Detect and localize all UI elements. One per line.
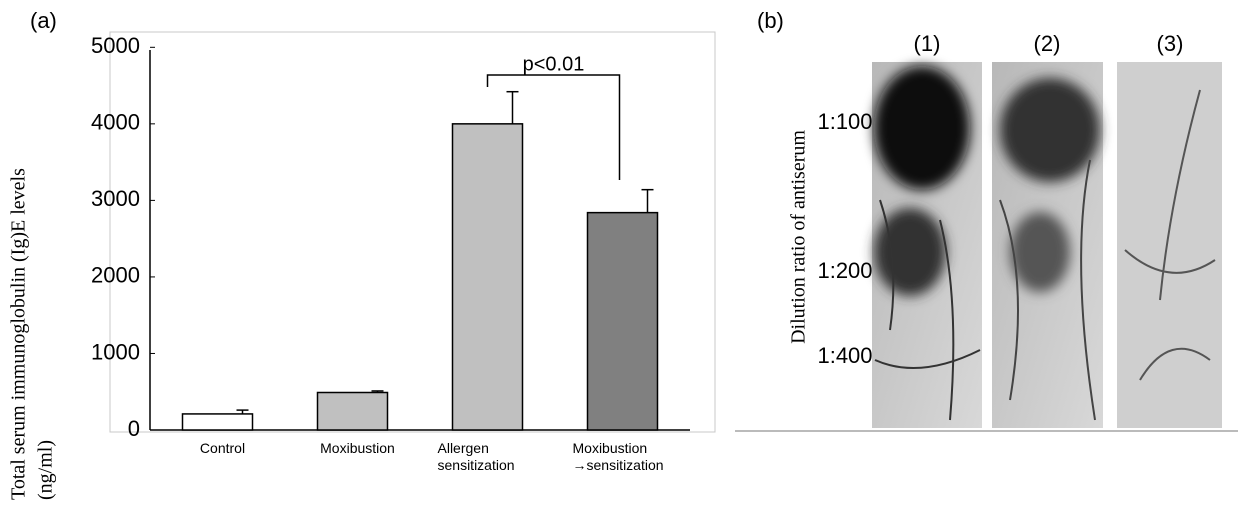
- panel-label: (b): [757, 8, 784, 33]
- annotation: p<0.01: [523, 53, 585, 75]
- y-axis-unit: (ng/ml): [35, 440, 57, 500]
- x-tick-label: Allergen sensitization: [437, 440, 515, 473]
- column-label: (2): [1034, 31, 1061, 56]
- y-tick-label: 2000: [91, 263, 140, 288]
- bar: [181, 413, 254, 431]
- significance-bracket: [486, 74, 621, 180]
- skin-image: [992, 62, 1103, 428]
- x-tick-label: Control: [199, 440, 246, 456]
- column-label: (3): [1157, 31, 1184, 56]
- bar: [586, 211, 659, 431]
- plot-frame: [109, 31, 716, 433]
- row-axis-label: Dilution ratio of antiserum: [788, 130, 810, 344]
- bar: [451, 123, 524, 431]
- y-tick-label: 0: [128, 416, 140, 441]
- row-label: 1:100: [817, 109, 872, 134]
- y-axis-label: Total serum immunoglobulin (Ig)E levels: [8, 168, 30, 500]
- panel-label: (a): [30, 8, 57, 33]
- skin-image: [872, 62, 982, 428]
- x-tick-label: Moxibustion →sensitization: [572, 440, 664, 473]
- bar: [316, 391, 389, 431]
- skin-image: [1117, 62, 1222, 428]
- column-label: (1): [914, 31, 941, 56]
- y-tick-label: 4000: [91, 110, 140, 135]
- y-tick-label: 1000: [91, 339, 140, 364]
- x-tick-label: Moxibustion: [320, 440, 395, 456]
- row-label: 1:400: [817, 343, 872, 368]
- y-tick-label: 5000: [91, 33, 140, 58]
- row-label: 1:200: [817, 258, 872, 283]
- y-tick-label: 3000: [91, 186, 140, 211]
